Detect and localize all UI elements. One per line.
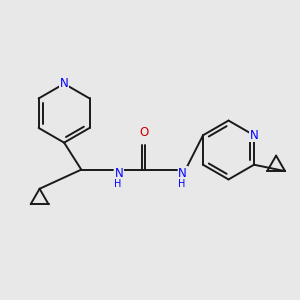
Text: N: N [250,129,258,142]
Text: O: O [139,126,148,139]
Text: H: H [178,179,186,189]
Text: N: N [178,167,187,180]
Text: N: N [60,77,68,90]
Text: H: H [114,179,122,189]
Text: N: N [114,167,123,180]
